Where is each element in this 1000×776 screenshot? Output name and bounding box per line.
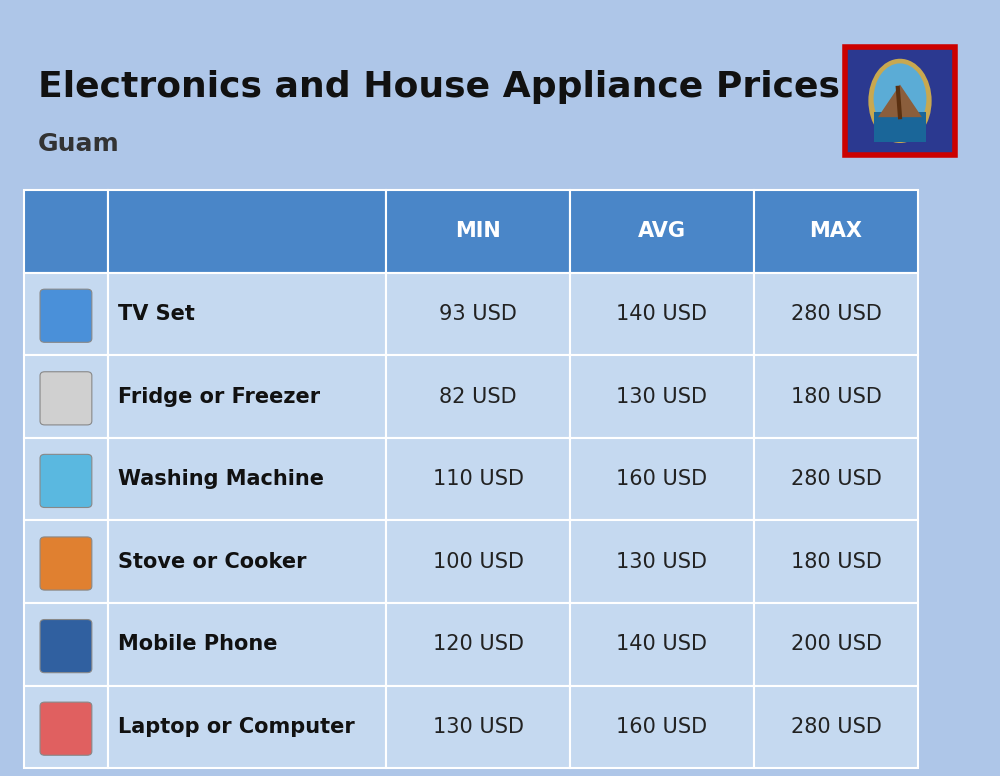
FancyBboxPatch shape	[40, 537, 92, 590]
Text: MAX: MAX	[810, 221, 863, 241]
FancyBboxPatch shape	[386, 355, 570, 438]
Text: 110 USD: 110 USD	[433, 469, 524, 489]
Text: Guam: Guam	[38, 132, 119, 156]
FancyBboxPatch shape	[40, 372, 92, 425]
Text: MIN: MIN	[455, 221, 501, 241]
FancyBboxPatch shape	[24, 272, 108, 355]
FancyBboxPatch shape	[24, 521, 108, 603]
FancyBboxPatch shape	[24, 190, 108, 272]
Text: 280 USD: 280 USD	[791, 469, 881, 489]
FancyBboxPatch shape	[24, 686, 108, 768]
FancyBboxPatch shape	[108, 272, 386, 355]
FancyBboxPatch shape	[24, 355, 108, 438]
Text: Electronics and House Appliance Prices: Electronics and House Appliance Prices	[38, 70, 840, 104]
FancyBboxPatch shape	[40, 289, 92, 342]
Text: 180 USD: 180 USD	[791, 552, 881, 572]
FancyBboxPatch shape	[386, 438, 570, 521]
Polygon shape	[878, 85, 922, 117]
Text: 100 USD: 100 USD	[433, 552, 524, 572]
FancyBboxPatch shape	[108, 190, 386, 272]
FancyBboxPatch shape	[570, 521, 754, 603]
Text: 180 USD: 180 USD	[791, 386, 881, 407]
FancyBboxPatch shape	[108, 521, 386, 603]
Text: 82 USD: 82 USD	[439, 386, 517, 407]
Text: AVG: AVG	[638, 221, 686, 241]
Text: 130 USD: 130 USD	[616, 552, 707, 572]
FancyBboxPatch shape	[570, 438, 754, 521]
FancyBboxPatch shape	[570, 190, 754, 272]
FancyBboxPatch shape	[108, 603, 386, 686]
Text: Mobile Phone: Mobile Phone	[118, 634, 277, 654]
FancyBboxPatch shape	[386, 272, 570, 355]
FancyBboxPatch shape	[754, 272, 918, 355]
Text: 140 USD: 140 USD	[616, 304, 707, 324]
Text: Washing Machine: Washing Machine	[118, 469, 324, 489]
FancyBboxPatch shape	[570, 272, 754, 355]
FancyBboxPatch shape	[40, 702, 92, 755]
FancyBboxPatch shape	[845, 47, 955, 155]
FancyBboxPatch shape	[754, 603, 918, 686]
Text: 200 USD: 200 USD	[791, 634, 882, 654]
FancyBboxPatch shape	[24, 438, 108, 521]
Text: 160 USD: 160 USD	[616, 469, 707, 489]
FancyBboxPatch shape	[24, 603, 108, 686]
Text: 280 USD: 280 USD	[791, 304, 881, 324]
Text: Laptop or Computer: Laptop or Computer	[118, 717, 354, 737]
Ellipse shape	[874, 64, 926, 134]
FancyBboxPatch shape	[386, 190, 570, 272]
FancyBboxPatch shape	[754, 521, 918, 603]
Ellipse shape	[870, 60, 930, 141]
FancyBboxPatch shape	[40, 619, 92, 673]
FancyBboxPatch shape	[754, 438, 918, 521]
FancyBboxPatch shape	[386, 686, 570, 768]
Text: 280 USD: 280 USD	[791, 717, 881, 737]
Text: 130 USD: 130 USD	[433, 717, 524, 737]
Text: 120 USD: 120 USD	[433, 634, 524, 654]
Text: TV Set: TV Set	[118, 304, 195, 324]
Text: 160 USD: 160 USD	[616, 717, 707, 737]
Text: Stove or Cooker: Stove or Cooker	[118, 552, 306, 572]
FancyBboxPatch shape	[386, 521, 570, 603]
Text: 130 USD: 130 USD	[616, 386, 707, 407]
Text: 93 USD: 93 USD	[439, 304, 517, 324]
FancyBboxPatch shape	[108, 438, 386, 521]
FancyBboxPatch shape	[108, 355, 386, 438]
FancyBboxPatch shape	[754, 190, 918, 272]
FancyBboxPatch shape	[108, 686, 386, 768]
FancyBboxPatch shape	[570, 603, 754, 686]
FancyBboxPatch shape	[40, 455, 92, 508]
Text: 140 USD: 140 USD	[616, 634, 707, 654]
FancyBboxPatch shape	[386, 603, 570, 686]
FancyBboxPatch shape	[754, 355, 918, 438]
FancyBboxPatch shape	[754, 686, 918, 768]
Text: Fridge or Freezer: Fridge or Freezer	[118, 386, 320, 407]
FancyBboxPatch shape	[874, 112, 926, 142]
FancyBboxPatch shape	[570, 686, 754, 768]
FancyBboxPatch shape	[570, 355, 754, 438]
